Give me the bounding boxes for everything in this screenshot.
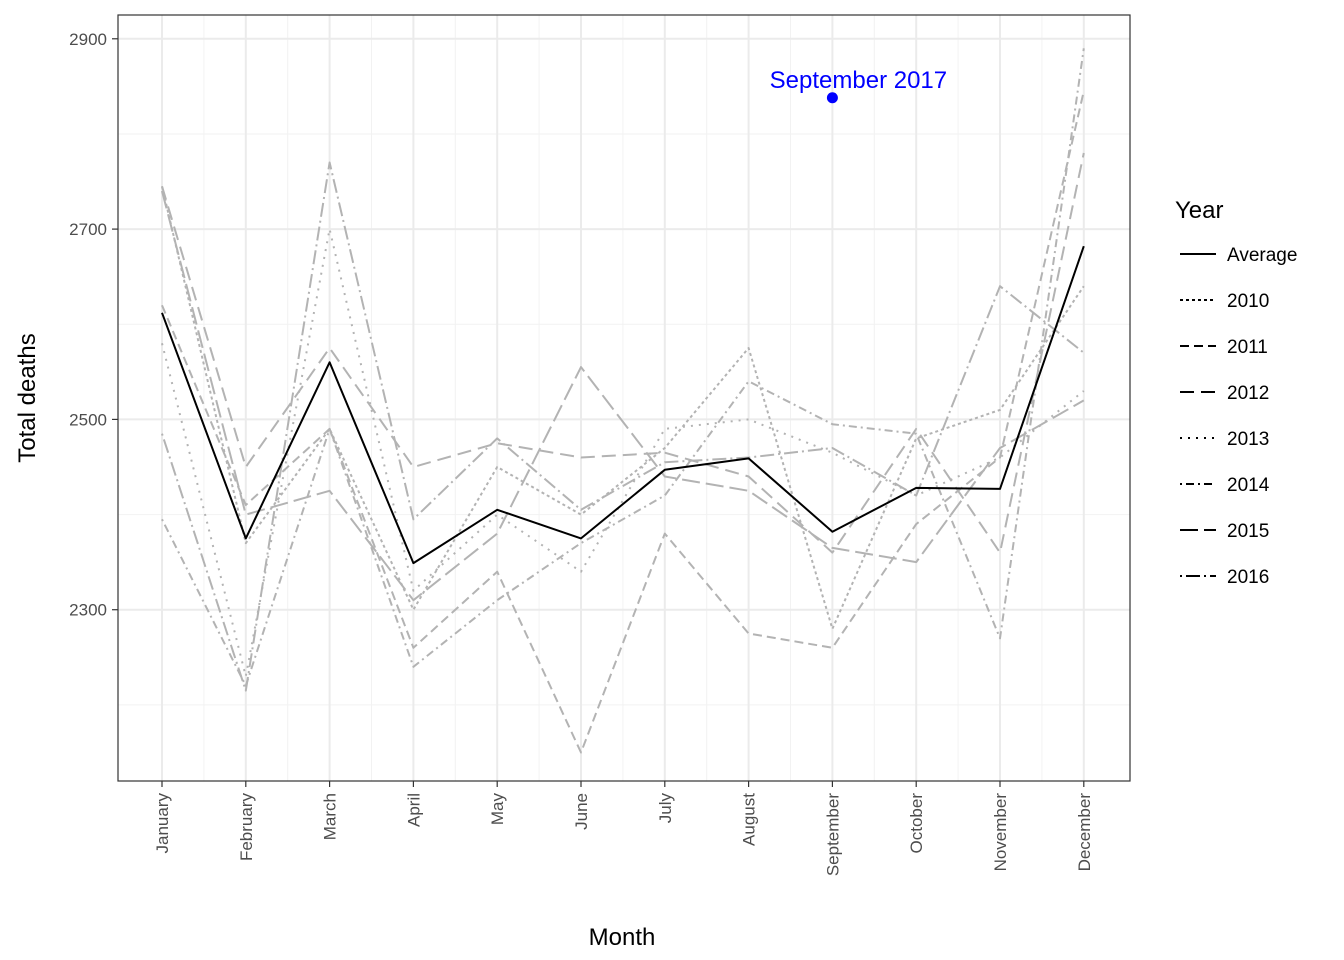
x-tick-label: April <box>404 793 423 827</box>
x-tick-label: May <box>488 793 507 826</box>
x-tick-label: June <box>572 793 591 830</box>
series-line-2012 <box>161 152 1085 554</box>
legend-label-average: Average <box>1227 245 1297 266</box>
legend-label-2013: 2013 <box>1227 429 1269 450</box>
annotation-point <box>826 92 838 104</box>
x-tick-label: August <box>740 793 759 846</box>
x-tick-label: January <box>153 793 172 854</box>
y-tick-label: 2300 <box>69 601 107 620</box>
x-tick-label: December <box>1075 793 1094 872</box>
x-tick-label: February <box>237 793 256 862</box>
legend-label-2016: 2016 <box>1227 567 1269 588</box>
legend: Year Average 2010 2011 2012 2013 2014 2015 2016 <box>1175 197 1297 588</box>
annotation-label: September 2017 <box>770 67 947 94</box>
x-axis-title: Month <box>589 924 656 951</box>
x-tick-label: October <box>907 793 926 854</box>
legend-label-2012: 2012 <box>1227 383 1269 404</box>
legend-label-2010: 2010 <box>1227 291 1269 312</box>
panel-background <box>118 15 1130 781</box>
grid <box>118 15 1130 781</box>
series-layer <box>161 48 1085 754</box>
x-tick-label: September <box>823 793 842 876</box>
series-line-2016 <box>161 161 1085 692</box>
y-tick-label: 2900 <box>69 30 107 49</box>
y-axis: 2300 2500 2700 2900 <box>69 30 118 620</box>
series-line-2014 <box>161 48 1085 687</box>
legend-title: Year <box>1175 197 1224 224</box>
x-axis: January February March April May June July Augu… <box>153 781 1094 876</box>
annotation-layer: September 2017 <box>770 67 947 104</box>
series-line-2010 <box>161 186 1085 630</box>
y-axis-title: Total deaths <box>14 333 41 462</box>
legend-label-2011: 2011 <box>1227 337 1268 358</box>
x-tick-label: July <box>656 793 675 824</box>
series-line-2013 <box>161 228 1085 678</box>
legend-label-2015: 2015 <box>1227 521 1269 542</box>
y-tick-label: 2500 <box>69 410 107 429</box>
series-line-2011 <box>161 90 1085 754</box>
y-tick-label: 2700 <box>69 220 107 239</box>
x-tick-label: November <box>991 793 1010 872</box>
panel-border <box>117 14 1131 782</box>
series-line-2015 <box>161 190 1085 602</box>
x-tick-label: March <box>321 793 340 840</box>
legend-label-2014: 2014 <box>1227 475 1270 496</box>
series-line-average <box>161 245 1085 565</box>
